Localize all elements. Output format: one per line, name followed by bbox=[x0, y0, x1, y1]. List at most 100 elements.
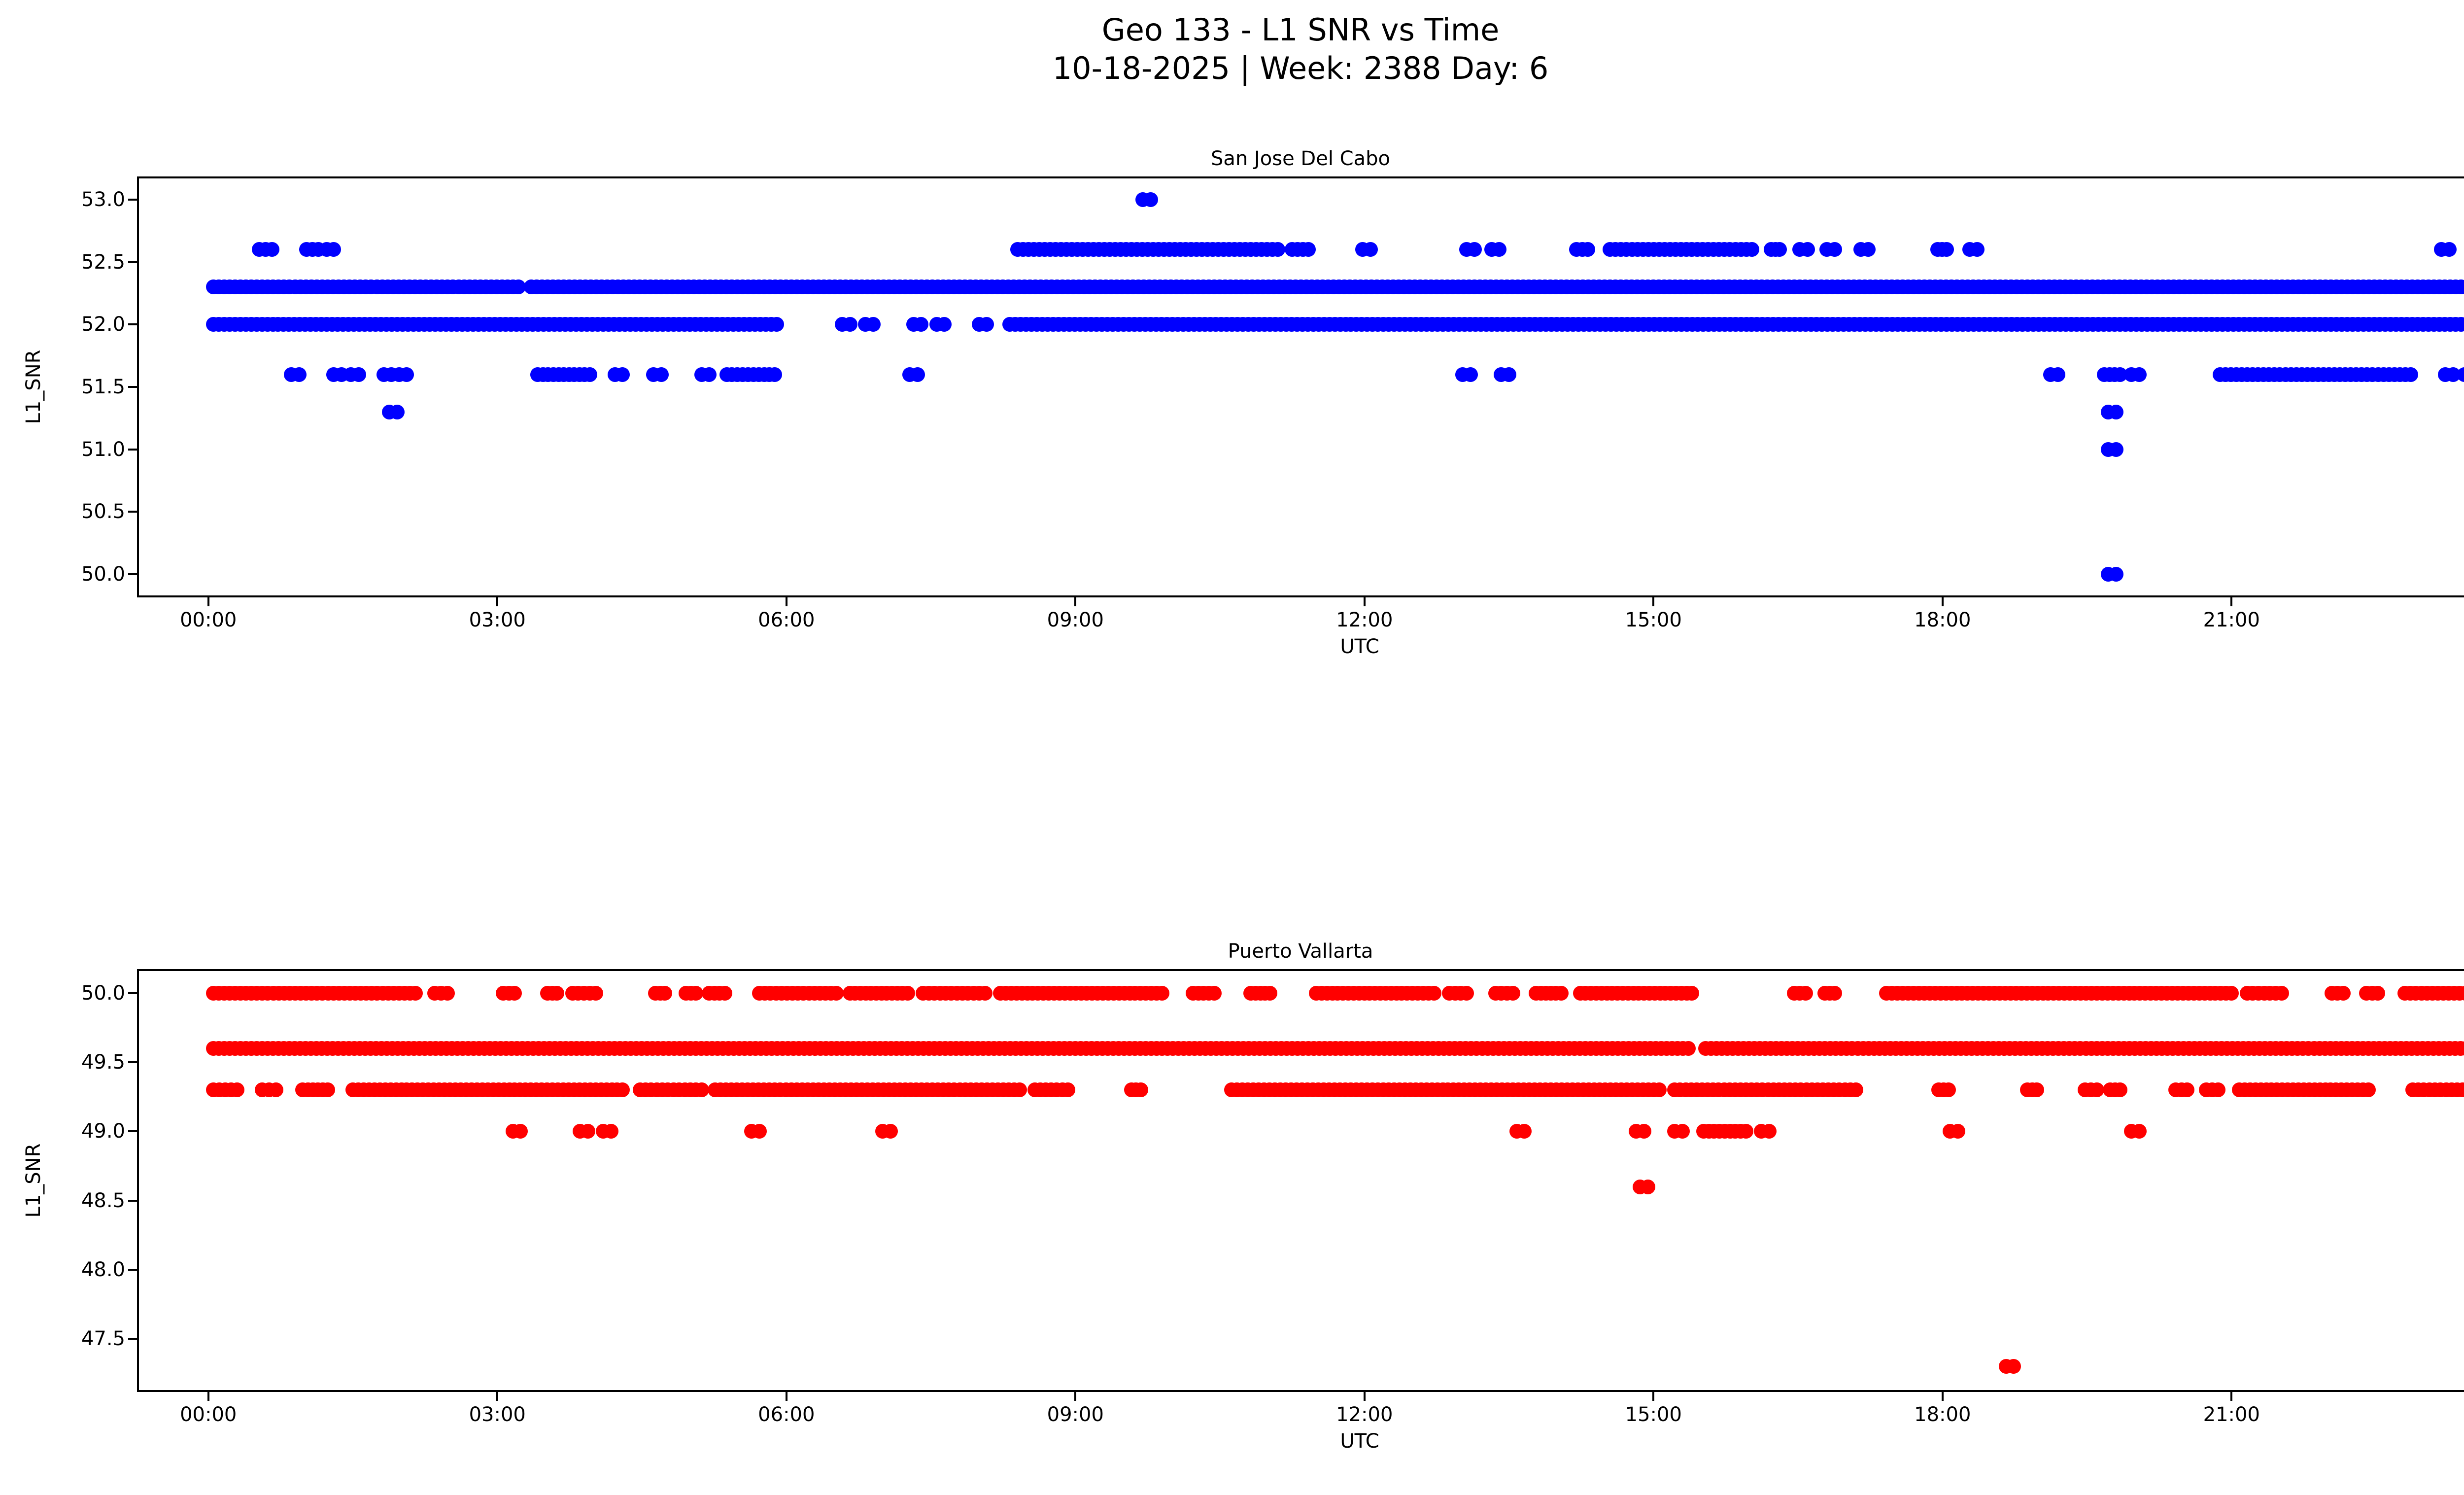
subplot-title-bottom: Puerto Vallarta bbox=[1228, 940, 1373, 963]
data-point bbox=[230, 1082, 245, 1098]
data-point bbox=[1827, 242, 1842, 257]
data-point bbox=[1761, 1124, 1777, 1139]
x-axis-tick-label: 06:00 bbox=[758, 609, 815, 631]
data-point bbox=[1012, 1082, 1027, 1098]
y-axis-tick-label: 49.5 bbox=[81, 1051, 125, 1074]
data-point bbox=[1652, 1082, 1667, 1098]
x-axis-tick-mark bbox=[207, 597, 209, 606]
y-axis-tick-mark bbox=[128, 1338, 137, 1340]
data-point bbox=[842, 317, 857, 332]
data-point bbox=[653, 367, 669, 382]
x-axis-tick-label: 09:00 bbox=[1047, 609, 1104, 631]
data-point bbox=[588, 985, 603, 1001]
data-point bbox=[977, 985, 992, 1001]
data-point bbox=[1636, 1124, 1651, 1139]
data-point bbox=[767, 367, 783, 382]
plot-area-puerto-vallarta[interactable] bbox=[137, 969, 2464, 1392]
x-axis-tick-mark bbox=[1652, 597, 1655, 606]
data-point bbox=[829, 985, 844, 1001]
data-point bbox=[1772, 242, 1787, 257]
data-point bbox=[2112, 1082, 2127, 1098]
data-point bbox=[937, 317, 952, 332]
data-point bbox=[582, 367, 597, 382]
data-point bbox=[2006, 1359, 2021, 1374]
data-point bbox=[979, 317, 994, 332]
x-axis-tick-mark bbox=[1941, 1392, 1944, 1401]
y-axis-tick-label: 52.0 bbox=[81, 313, 125, 336]
data-point bbox=[408, 985, 423, 1001]
data-point bbox=[2051, 367, 2066, 382]
data-point bbox=[268, 1082, 283, 1098]
x-axis-tick-label: 12:00 bbox=[1336, 609, 1393, 631]
data-point bbox=[1580, 242, 1596, 257]
data-point bbox=[2336, 985, 2351, 1001]
data-point bbox=[1738, 1124, 1753, 1139]
data-point bbox=[581, 1124, 596, 1139]
data-point bbox=[1459, 985, 1474, 1001]
data-point bbox=[320, 1082, 336, 1098]
data-point bbox=[1143, 192, 1158, 208]
data-point bbox=[717, 985, 732, 1001]
data-point bbox=[2108, 404, 2123, 419]
data-point bbox=[1426, 985, 1441, 1001]
data-point bbox=[615, 367, 630, 382]
data-point bbox=[914, 317, 929, 332]
x-axis-tick-mark bbox=[1941, 597, 1944, 606]
data-point bbox=[1553, 985, 1569, 1001]
data-point bbox=[513, 1124, 528, 1139]
x-axis-tick-mark bbox=[1363, 597, 1366, 606]
y-axis-tick-mark bbox=[128, 386, 137, 388]
y-axis-tick-label: 50.5 bbox=[81, 500, 125, 523]
y-axis-tick-mark bbox=[128, 992, 137, 994]
data-point bbox=[440, 985, 455, 1001]
y-axis-tick-mark bbox=[128, 261, 137, 263]
x-axis-tick-mark bbox=[496, 597, 499, 606]
y-axis-tick-label: 50.0 bbox=[81, 981, 125, 1005]
x-axis-tick-mark bbox=[2230, 1392, 2233, 1401]
x-axis-tick-label: 00:00 bbox=[2447, 1405, 2464, 1425]
y-axis-tick-mark bbox=[128, 511, 137, 513]
data-point bbox=[1270, 242, 1285, 257]
data-point bbox=[1861, 242, 1876, 257]
data-point bbox=[1744, 242, 1759, 257]
x-axis-tick-label: 00:00 bbox=[2447, 610, 2464, 630]
x-axis-tick-mark bbox=[785, 1392, 787, 1401]
data-point bbox=[1463, 367, 1478, 382]
plot-area-san-jose-del-cabo[interactable] bbox=[137, 176, 2464, 597]
data-point bbox=[1680, 1041, 1696, 1056]
data-point bbox=[1133, 1082, 1149, 1098]
data-point bbox=[752, 1124, 767, 1139]
data-point bbox=[549, 985, 565, 1001]
data-point bbox=[2108, 442, 2123, 457]
data-point bbox=[1492, 242, 1507, 257]
data-point bbox=[615, 1082, 630, 1098]
data-point bbox=[1517, 1124, 1532, 1139]
x-axis-tick-label: 15:00 bbox=[1625, 609, 1682, 631]
x-axis-tick-mark bbox=[2230, 597, 2233, 606]
x-axis-tick-label: 12:00 bbox=[1336, 1403, 1393, 1426]
data-point bbox=[1505, 985, 1520, 1001]
data-point bbox=[2089, 1082, 2104, 1098]
data-point bbox=[511, 279, 526, 295]
x-axis-tick-mark bbox=[1652, 1392, 1655, 1401]
x-axis-tick-mark bbox=[496, 1392, 499, 1401]
data-point bbox=[688, 985, 703, 1001]
y-axis-tick-label: 48.5 bbox=[81, 1189, 125, 1212]
data-point bbox=[291, 367, 307, 382]
data-point bbox=[1800, 242, 1815, 257]
data-point bbox=[1640, 1179, 1655, 1194]
data-point bbox=[389, 404, 405, 419]
data-point bbox=[1263, 985, 1278, 1001]
x-axis-tick-label: 03:00 bbox=[469, 609, 526, 631]
x-axis-tick-mark bbox=[207, 1392, 209, 1401]
data-point bbox=[883, 1124, 898, 1139]
data-point bbox=[1206, 985, 1222, 1001]
subplot-title-top: San Jose Del Cabo bbox=[1211, 147, 1390, 170]
data-point bbox=[910, 367, 925, 382]
y-axis-tick-label: 48.0 bbox=[81, 1258, 125, 1281]
y-axis-tick-label: 49.0 bbox=[81, 1120, 125, 1143]
data-point bbox=[1941, 1082, 1956, 1098]
data-point bbox=[1467, 242, 1482, 257]
data-point bbox=[1939, 242, 1954, 257]
data-point bbox=[2361, 1082, 2376, 1098]
